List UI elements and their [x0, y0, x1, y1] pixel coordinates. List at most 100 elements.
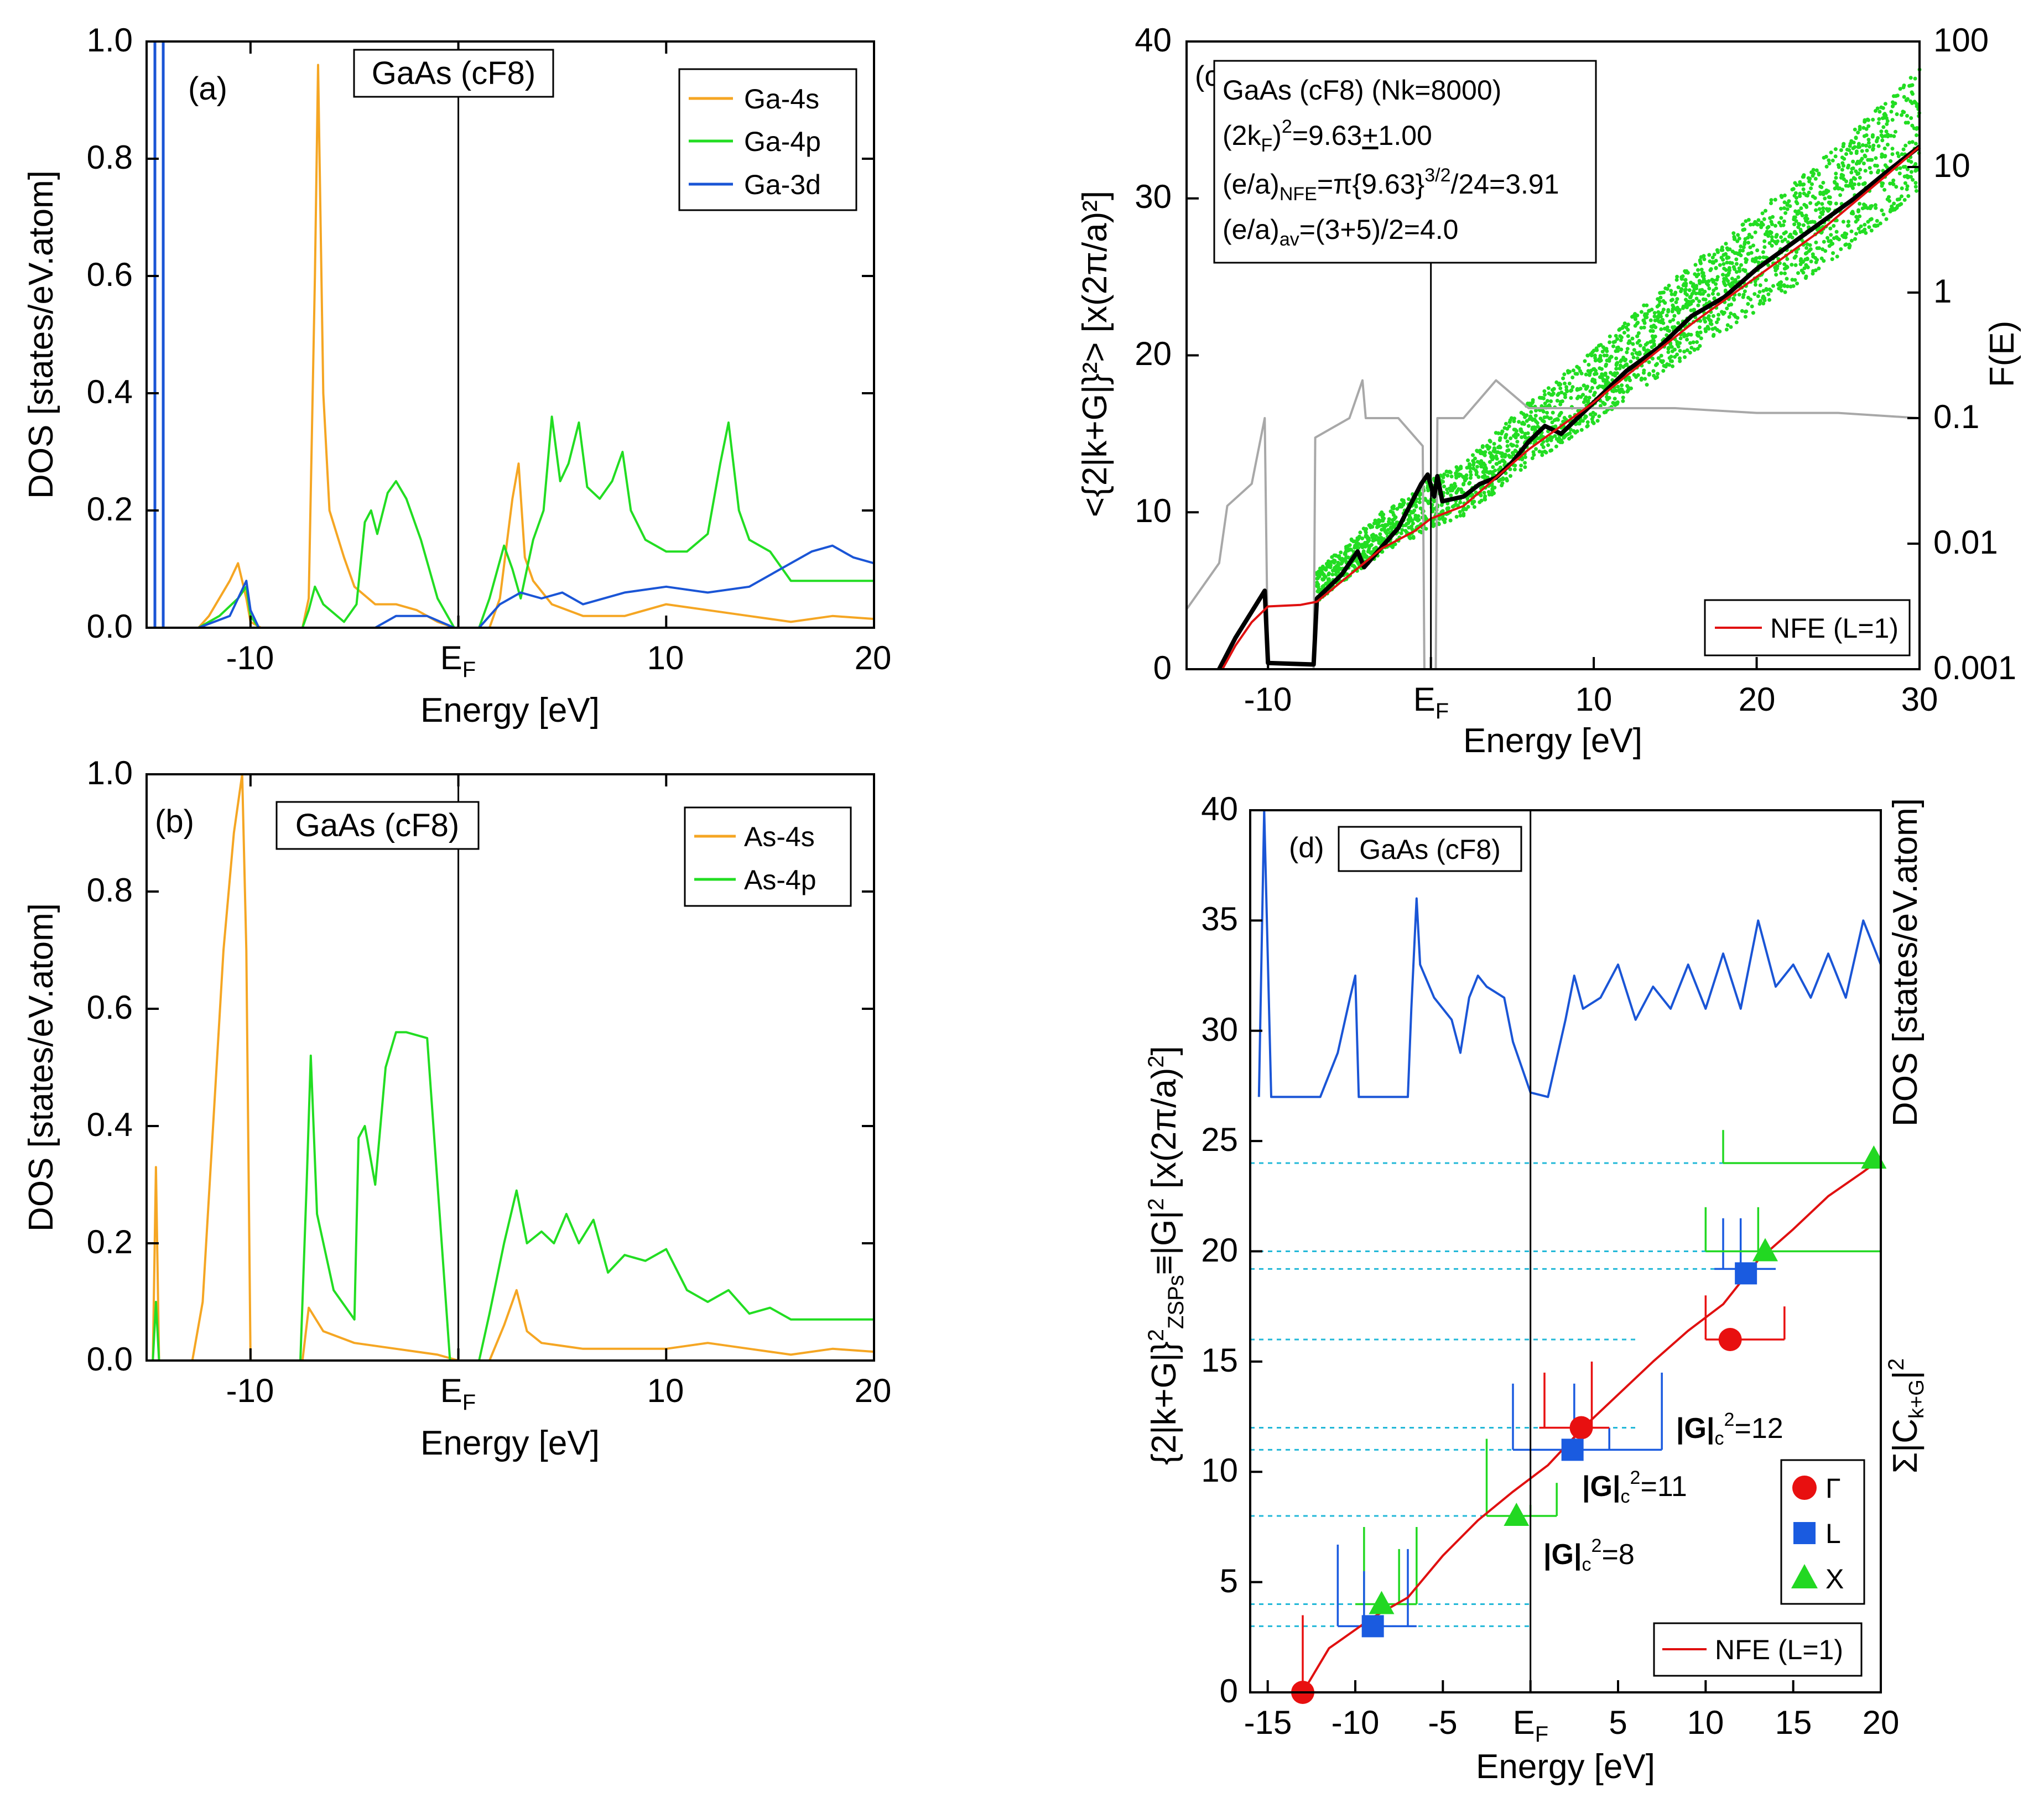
c-scatter-point	[1608, 340, 1612, 345]
c-scatter-point	[1792, 222, 1797, 227]
c-scatter-point	[1523, 455, 1527, 460]
c-scatter-point	[1774, 273, 1778, 277]
c-scatter-point	[1841, 144, 1845, 149]
c-scatter-point	[1799, 257, 1803, 261]
c-scatter-point	[1538, 416, 1543, 421]
c-scatter-point	[1711, 314, 1715, 318]
c-scatter-point	[1553, 434, 1557, 438]
c-scatter-point	[1891, 208, 1895, 212]
c-scatter-point	[1833, 154, 1838, 159]
c-scatter-point	[1490, 483, 1494, 487]
c-scatter-point	[1550, 420, 1554, 425]
c-scatter-point	[1488, 460, 1492, 464]
c-scatter-point	[1656, 315, 1660, 319]
c-scatter-point	[1779, 271, 1783, 275]
c-scatter-point	[1862, 134, 1866, 138]
c-scatter-point	[1873, 203, 1877, 207]
c-scatter-point	[1619, 338, 1623, 342]
c-scatter-point	[1671, 317, 1676, 322]
c-scatter-point	[1779, 235, 1783, 239]
c-scatter-point	[1757, 256, 1762, 260]
c-xtick-30: 30	[1901, 681, 1938, 718]
c-scatter-point	[1618, 363, 1622, 368]
c-scatter-point	[1782, 200, 1787, 205]
c-scatter-point	[1668, 342, 1673, 346]
c-scatter-point	[1702, 254, 1706, 258]
c-scatter-point	[1853, 145, 1857, 149]
c-scatter-point	[1908, 84, 1913, 88]
c-scatter-point	[1886, 134, 1890, 139]
c-scatter-point	[1315, 589, 1320, 593]
c-scatter-point	[1820, 202, 1824, 206]
c-scatter-point	[1739, 263, 1743, 267]
c-scatter-point	[1715, 278, 1719, 282]
c-scatter-point	[1746, 252, 1750, 256]
c-scatter-point	[1575, 372, 1579, 376]
c-scatter-point	[1724, 242, 1728, 246]
c-scatter-point	[1853, 177, 1857, 181]
c-scatter-point	[1598, 366, 1602, 371]
c-scatter-point	[1756, 260, 1761, 264]
c-scatter-point	[1698, 259, 1703, 264]
panel-c-frame	[1185, 40, 1921, 670]
c-scatter-point	[1803, 252, 1808, 256]
c-scatter-point	[1523, 431, 1527, 436]
c-scatter-point	[1454, 465, 1459, 470]
c-scatter-point	[1632, 373, 1636, 377]
c-scatter-point	[1643, 377, 1647, 381]
panel-d-nfe-legend: NFE (L=1)	[1653, 1622, 1863, 1677]
c-scatter-point	[1506, 448, 1511, 452]
c-scatter-point	[1442, 472, 1447, 477]
c-scatter-point	[1769, 231, 1773, 234]
c-scatter-point	[1777, 286, 1781, 291]
info-line-3: (e/a)NFE=π{9.63}3/2/24=3.91	[1223, 165, 1559, 205]
c-scatter-point	[1633, 315, 1637, 319]
c-scatter-point	[1505, 439, 1510, 444]
c-scatter-point	[1349, 548, 1354, 552]
c-scatter-point	[1795, 282, 1799, 286]
c-scatter-point	[1867, 225, 1871, 230]
c-scatter-point	[1480, 450, 1485, 455]
c-scatter-point	[1716, 317, 1720, 321]
c-scatter-point	[1350, 538, 1354, 543]
b-ytick-5: 1.0	[87, 754, 133, 791]
c-scatter-point	[1717, 312, 1721, 317]
c-scatter-point	[1822, 239, 1826, 244]
c-scatter-point	[1858, 175, 1862, 180]
c-scatter-point	[1746, 241, 1751, 245]
c-scatter-point	[1479, 498, 1484, 503]
c-scatter-point	[1470, 493, 1475, 497]
c-scatter-point	[1671, 305, 1676, 309]
c-scatter-point	[1549, 438, 1553, 442]
c-scatter-point	[1734, 257, 1739, 262]
c-scatter-point	[1806, 176, 1811, 180]
c-scatter-point	[1885, 122, 1889, 126]
c-scatter-point	[1367, 546, 1371, 550]
c-scatter-point	[1877, 110, 1882, 114]
c-scatter-point	[1642, 325, 1646, 330]
c-scatter-point	[1619, 347, 1624, 352]
a-xtick-ef: EF	[440, 639, 476, 682]
c-scatter-point	[1632, 348, 1636, 352]
c-scatter-point	[1621, 395, 1625, 400]
c-scatter-point	[1861, 126, 1866, 130]
c-scatter-point	[1782, 283, 1786, 288]
panel-c-info-box	[1213, 60, 1597, 264]
c-scatter-point	[1441, 518, 1445, 522]
c-scatter-point	[1530, 456, 1535, 460]
c-scatter-point	[1829, 150, 1833, 155]
c-scatter-point	[1900, 194, 1903, 199]
c-scatter-point	[1449, 475, 1454, 478]
c-scatter-point	[1651, 329, 1655, 333]
c-scatter-point	[1665, 362, 1669, 366]
c-scatter-point	[1780, 289, 1784, 293]
c-scatter-point	[1733, 267, 1736, 271]
c-scatter-point	[1336, 560, 1340, 565]
c-scatter-point	[1736, 275, 1740, 279]
c-scatter-point	[1849, 229, 1854, 233]
c-scatter-point	[1412, 508, 1417, 513]
c-scatter-point	[1365, 540, 1370, 544]
c-scatter-point	[1614, 349, 1618, 353]
c-scatter-point	[1744, 219, 1748, 223]
c-scatter-point	[1787, 199, 1791, 204]
